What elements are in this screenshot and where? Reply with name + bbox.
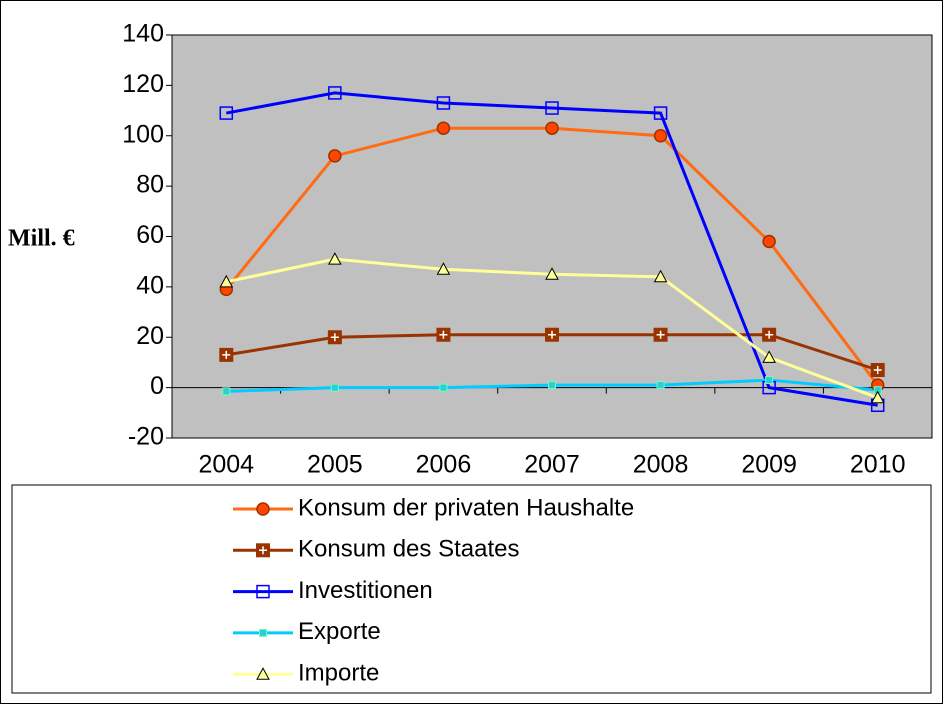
y-axis-label: Mill. €: [8, 226, 75, 252]
legend-label: Investitionen: [298, 577, 433, 604]
marker: [653, 327, 668, 342]
series-line: [226, 91, 878, 407]
marker: [436, 96, 451, 110]
marker: [653, 269, 668, 283]
legend-marker: [256, 502, 270, 516]
marker: [548, 381, 556, 390]
x-tick-label: 2004: [198, 451, 254, 479]
y-tick-label: 40: [136, 271, 164, 299]
marker: [545, 267, 559, 280]
marker: [765, 376, 774, 385]
marker: [219, 274, 234, 288]
marker: [327, 330, 342, 345]
marker: [653, 129, 668, 143]
marker: [328, 149, 342, 163]
marker: [762, 350, 776, 363]
y-tick-label: 60: [136, 221, 164, 249]
y-tick-label: 0: [150, 372, 164, 400]
marker: [656, 381, 665, 390]
legend-marker: [256, 543, 270, 558]
marker: [762, 327, 777, 342]
marker: [436, 121, 451, 135]
marker: [870, 362, 885, 377]
x-tick-label: 2006: [416, 451, 472, 479]
marker: [219, 106, 234, 120]
marker: [870, 390, 885, 404]
marker: [328, 252, 342, 265]
marker: [436, 327, 451, 342]
marker: [436, 262, 451, 275]
y-tick-label: 100: [122, 120, 164, 148]
legend-marker: [259, 628, 267, 637]
marker: [545, 101, 559, 115]
legend-marker: [256, 667, 270, 680]
marker: [545, 327, 559, 342]
legend-marker: [256, 584, 270, 599]
marker: [222, 387, 231, 396]
y-tick-label: 120: [122, 70, 164, 98]
legend-box: [11, 484, 932, 694]
marker: [653, 106, 668, 120]
x-tick-label: 2005: [307, 451, 363, 479]
marker: [545, 121, 559, 135]
legend-label: Exporte: [298, 618, 381, 645]
y-tick-label: -20: [128, 423, 164, 451]
legend-label: Importe: [298, 660, 379, 687]
y-tick-label: 140: [122, 20, 164, 48]
marker: [328, 86, 342, 100]
x-tick-label: 2008: [633, 451, 689, 479]
y-tick-label: 80: [136, 171, 164, 199]
marker: [330, 383, 339, 392]
plot-area: [171, 34, 933, 439]
x-tick-label: 2009: [741, 451, 797, 479]
marker: [439, 383, 448, 392]
marker: [762, 234, 776, 249]
legend-label: Konsum des Staates: [298, 536, 519, 563]
legend-label: Konsum der privaten Haushalte: [298, 494, 634, 521]
x-tick-label: 2010: [850, 451, 906, 479]
y-tick-label: 20: [136, 322, 164, 350]
marker: [219, 347, 234, 362]
x-tick-label: 2007: [524, 451, 580, 479]
